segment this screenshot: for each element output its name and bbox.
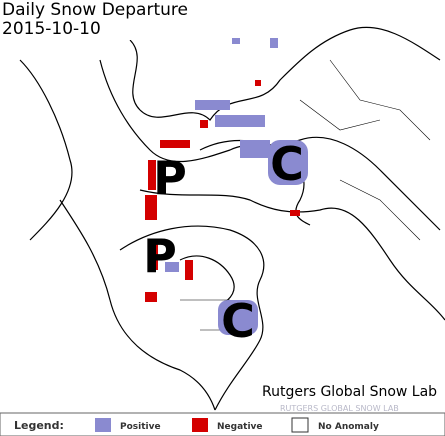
negative-patch	[255, 80, 261, 86]
negative-patch	[145, 292, 157, 302]
date: 2015-10-10	[2, 19, 101, 39]
positive-patch	[232, 38, 240, 44]
region-label: C	[270, 137, 304, 191]
legend: Legend: Positive Negative No Anomaly	[0, 412, 445, 436]
title-backdrop	[0, 0, 190, 40]
negative-patch	[150, 240, 158, 270]
legend-label: No Anomaly	[318, 422, 379, 432]
negative-patch	[200, 120, 208, 128]
credit: Rutgers Global Snow Lab	[262, 384, 437, 400]
coastlines	[19, 26, 445, 411]
negative-patch	[290, 210, 300, 216]
positive-anomalies	[165, 38, 308, 335]
legend-label: Positive	[120, 422, 161, 432]
negative-patch	[160, 140, 190, 148]
legend-swatch	[192, 418, 208, 432]
positive-patch	[195, 100, 230, 110]
positive-patch	[218, 300, 258, 335]
watermark: RUTGERS GLOBAL SNOW LAB	[280, 404, 399, 413]
positive-patch	[270, 38, 278, 48]
legend-title: Legend:	[14, 419, 64, 432]
positive-patch	[240, 140, 270, 158]
negative-patch	[145, 195, 157, 220]
positive-patch	[215, 115, 265, 127]
region-label: P	[143, 229, 177, 283]
legend-box	[0, 412, 445, 436]
negative-anomalies	[145, 80, 300, 302]
positive-patch	[268, 140, 308, 185]
region-label: C	[221, 294, 255, 348]
region-label: P	[153, 151, 187, 205]
legend-swatch	[95, 418, 111, 432]
legend-label: Negative	[217, 422, 263, 432]
title: Daily Snow Departure	[2, 0, 188, 20]
legend-swatch	[291, 417, 309, 433]
negative-patch	[185, 260, 193, 280]
negative-patch	[148, 160, 156, 190]
positive-patch	[165, 262, 179, 272]
